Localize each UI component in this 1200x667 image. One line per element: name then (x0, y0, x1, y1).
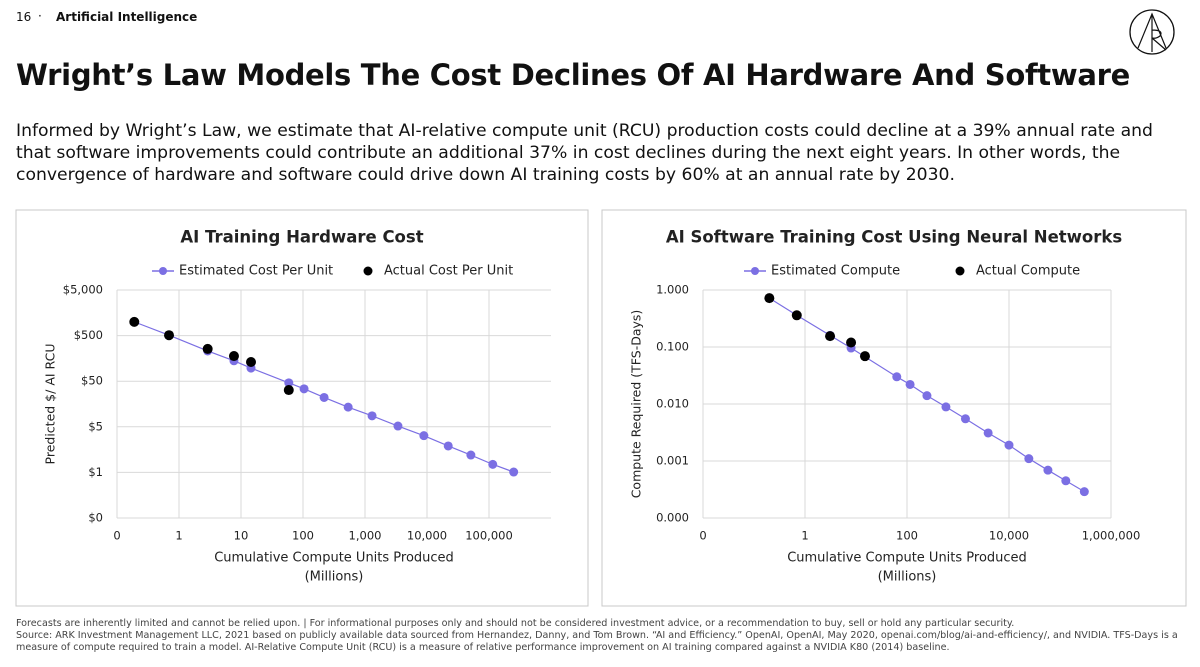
x-tick-label: 1,000 (349, 529, 382, 543)
x-axis-title: (Millions) (878, 570, 937, 585)
slide-subtitle: Informed by Wright’s Law, we estimate th… (16, 121, 1153, 185)
y-tick-label: $5 (88, 419, 103, 433)
y-tick-label: 0.010 (656, 397, 689, 411)
legend-label: Actual Compute (976, 264, 1080, 279)
y-axis-title: Compute Required (TFS-Days) (629, 310, 644, 499)
x-tick-label: 100,000 (465, 529, 513, 543)
y-tick-label: $1 (88, 465, 103, 479)
point (367, 411, 377, 421)
point (466, 450, 476, 460)
x-tick-label: 1 (175, 529, 182, 543)
point (129, 316, 140, 327)
y-tick-label: 0.001 (656, 454, 689, 468)
point (846, 337, 857, 348)
legend-label: Estimated Cost Per Unit (179, 264, 333, 279)
y-tick-label: $500 (74, 328, 103, 342)
y-tick-label: $0 (88, 511, 103, 525)
x-axis-title: Cumulative Compute Units Produced (214, 551, 454, 566)
legend-marker (955, 266, 965, 276)
point (1079, 487, 1089, 497)
point (859, 351, 870, 362)
y-tick-label: $5,000 (63, 283, 103, 297)
point (202, 343, 213, 354)
x-tick-label: 0 (699, 529, 706, 543)
point (791, 310, 802, 321)
chart-title: AI Training Hardware Cost (180, 228, 423, 247)
y-tick-label: 0.000 (656, 511, 689, 525)
point (443, 441, 453, 451)
legend-marker (159, 267, 167, 275)
x-tick-label: 1 (801, 529, 808, 543)
point (393, 421, 403, 431)
point (941, 402, 951, 412)
point (1004, 440, 1014, 450)
estimate-line (134, 321, 514, 473)
x-tick-label: 0 (113, 529, 120, 543)
panel (601, 209, 1187, 607)
point (509, 467, 519, 477)
x-tick-label: 10,000 (407, 529, 447, 543)
legend-marker (751, 267, 759, 275)
charts: AI Training Hardware Cost $0 $1 $5 $50 $500 $5… (15, 209, 1187, 607)
point (419, 431, 429, 441)
point (825, 331, 836, 342)
logo (1129, 9, 1175, 55)
disclaimer: Forecasts are inherently limited and can… (16, 618, 1015, 629)
x-axis-title: (Millions) (305, 570, 364, 585)
point (922, 391, 932, 401)
point (488, 459, 498, 469)
panel (15, 209, 589, 607)
point (1024, 454, 1034, 464)
point (283, 385, 294, 396)
footnotes: Forecasts are inherently limited and can… (16, 618, 1191, 654)
point (960, 414, 970, 424)
x-tick-label: 1,000,000 (1082, 529, 1141, 543)
y-tick-label: $50 (81, 374, 103, 388)
point (764, 293, 775, 304)
x-tick-label: 10,000 (989, 529, 1029, 543)
y-tick-label: 1.000 (656, 283, 689, 297)
legend-marker (363, 266, 373, 276)
separator: · (38, 9, 42, 23)
point (228, 351, 239, 362)
x-axis-title: Cumulative Compute Units Produced (787, 551, 1027, 566)
section-name: Artificial Intelligence (56, 10, 198, 24)
source: Source: ARK Investment Management LLC, 2… (16, 630, 1178, 653)
point (983, 428, 993, 438)
point (164, 330, 175, 341)
x-tick-label: 10 (234, 529, 249, 543)
legend-label: Actual Cost Per Unit (384, 264, 513, 279)
legend-label: Estimated Compute (771, 264, 900, 279)
point (299, 384, 309, 394)
point (246, 356, 257, 367)
y-tick-label: 0.100 (656, 340, 689, 354)
point (905, 379, 915, 389)
point (1061, 476, 1071, 486)
chart-title: AI Software Training Cost Using Neural N… (666, 228, 1123, 247)
x-tick-label: 100 (896, 529, 918, 543)
page-number: 16 (16, 10, 32, 24)
point (284, 378, 294, 388)
x-tick-label: 100 (292, 529, 314, 543)
slide-title: Wright’s Law Models The Cost Declines Of… (16, 58, 1130, 92)
y-axis-title: Predicted $/ AI RCU (43, 344, 58, 465)
point (1043, 465, 1053, 475)
point (319, 392, 329, 402)
point (343, 402, 353, 412)
point (892, 372, 902, 382)
